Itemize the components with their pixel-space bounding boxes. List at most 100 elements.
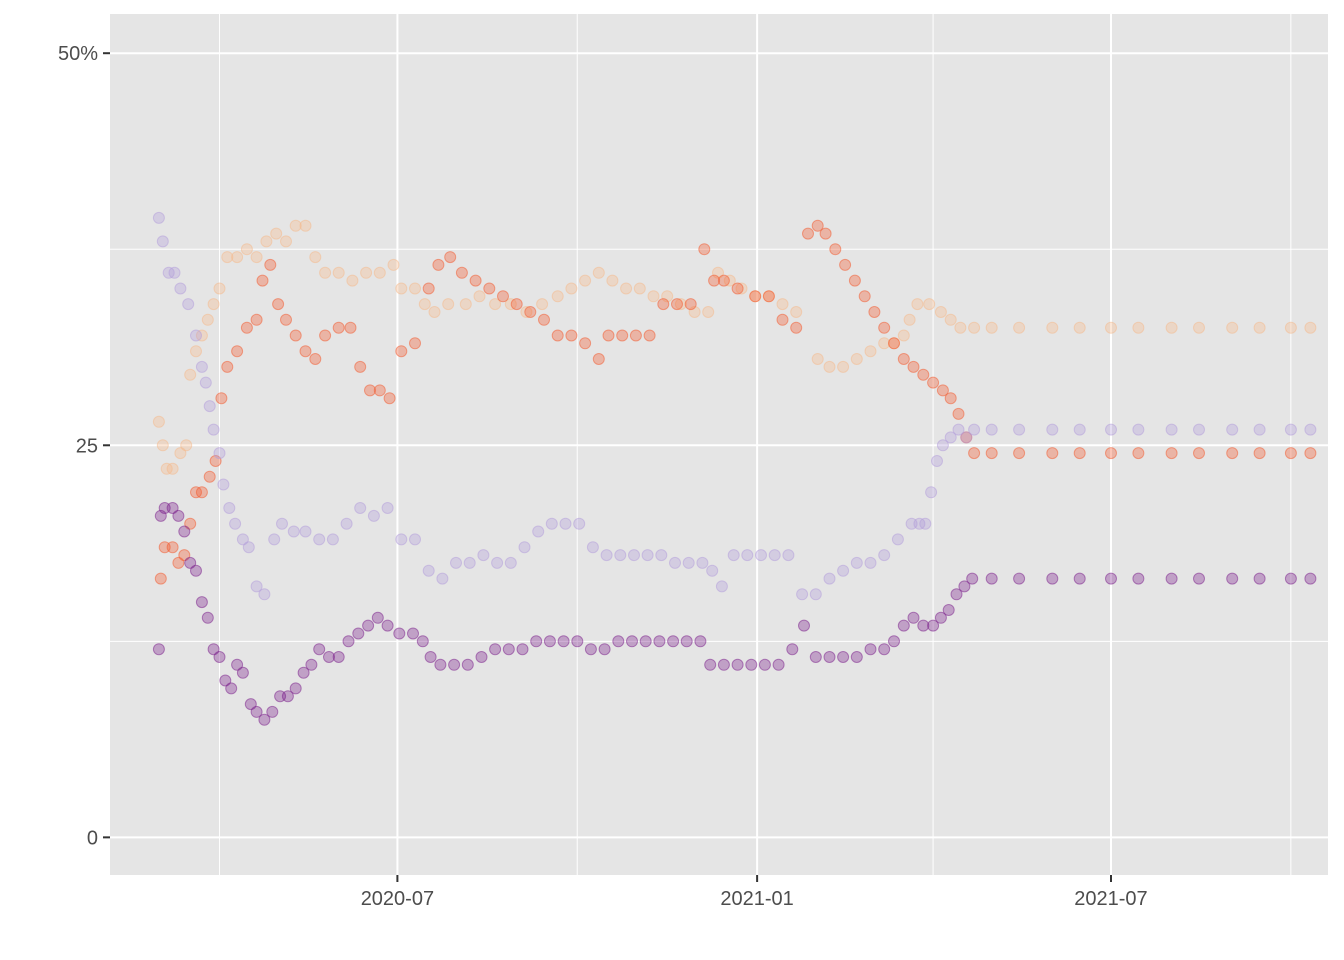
- data-point: [790, 321, 803, 334]
- data-point: [809, 588, 822, 601]
- data-point: [190, 329, 202, 342]
- data-point: [362, 619, 375, 632]
- data-point: [1046, 321, 1059, 334]
- data-point: [436, 572, 449, 585]
- data-point: [250, 580, 263, 593]
- data-point: [848, 274, 861, 287]
- data-point: [1284, 572, 1297, 585]
- data-point: [579, 337, 592, 350]
- data-point: [1105, 321, 1117, 334]
- data-point: [1132, 572, 1145, 585]
- data-point: [518, 541, 531, 554]
- data-point: [428, 306, 441, 318]
- data-point: [954, 321, 967, 334]
- data-point: [195, 486, 208, 499]
- data-point: [694, 635, 707, 648]
- data-point: [272, 298, 285, 311]
- data-point: [154, 572, 167, 585]
- data-point: [864, 556, 877, 569]
- data-point: [620, 282, 633, 295]
- data-point: [463, 556, 476, 569]
- data-point: [819, 227, 832, 240]
- data-point: [868, 306, 881, 318]
- data-point: [287, 525, 300, 538]
- data-point: [968, 321, 981, 334]
- data-point: [258, 588, 271, 601]
- data-point: [923, 298, 936, 311]
- data-point: [559, 517, 572, 530]
- data-point: [936, 384, 949, 397]
- data-point: [657, 298, 670, 311]
- data-point: [326, 533, 339, 546]
- data-point: [1013, 321, 1026, 334]
- data-point: [925, 486, 938, 499]
- data-point: [731, 282, 744, 295]
- data-point: [934, 306, 947, 318]
- data-point: [213, 447, 226, 460]
- data-point: [1073, 321, 1086, 334]
- data-point: [455, 266, 468, 279]
- data-point: [364, 384, 376, 397]
- data-point: [459, 298, 472, 311]
- data-point: [268, 533, 281, 546]
- data-point: [270, 227, 283, 240]
- data-point: [1193, 423, 1205, 436]
- data-point: [256, 274, 269, 287]
- data-point: [258, 713, 271, 726]
- data-point: [174, 282, 187, 295]
- data-point: [1253, 447, 1266, 460]
- data-point: [520, 306, 533, 318]
- data-point: [367, 509, 380, 522]
- data-point: [776, 298, 789, 311]
- data-point: [1073, 447, 1086, 460]
- data-point: [156, 439, 169, 452]
- data-point: [850, 556, 863, 569]
- data-point: [1132, 447, 1145, 460]
- data-point: [530, 635, 543, 648]
- data-point: [236, 666, 249, 679]
- data-point: [242, 541, 255, 554]
- data-point: [811, 219, 824, 232]
- data-point: [891, 533, 904, 546]
- series-points: [154, 219, 1317, 585]
- data-point: [489, 298, 502, 311]
- data-point: [309, 251, 322, 264]
- data-point: [878, 643, 891, 656]
- y-axis: 0 25 50%: [58, 43, 110, 849]
- data-point: [475, 651, 488, 663]
- data-point: [616, 329, 629, 342]
- data-point: [749, 290, 762, 303]
- data-point: [776, 313, 789, 326]
- data-point: [207, 298, 220, 311]
- data-point: [1013, 447, 1026, 460]
- data-point: [888, 337, 900, 350]
- data-point: [250, 313, 263, 326]
- data-point: [823, 651, 836, 663]
- data-point: [629, 329, 642, 342]
- data-point: [600, 549, 613, 562]
- data-point: [152, 211, 165, 224]
- data-point: [346, 274, 359, 287]
- data-point: [319, 329, 332, 342]
- data-point: [1253, 321, 1266, 334]
- data-point: [450, 556, 462, 569]
- x-axis: 2020-07 2021-01 2021-07: [361, 875, 1148, 910]
- data-point: [579, 274, 592, 287]
- data-point: [655, 549, 668, 562]
- data-point: [1304, 572, 1317, 585]
- data-point: [381, 502, 394, 514]
- data-point: [1105, 423, 1117, 436]
- data-point: [395, 345, 408, 358]
- data-point: [798, 619, 810, 632]
- data-point: [919, 517, 932, 530]
- data-point: [878, 321, 891, 334]
- data-point: [684, 298, 697, 311]
- data-point: [674, 298, 687, 311]
- data-point: [213, 282, 226, 295]
- data-point: [944, 431, 957, 444]
- data-point: [907, 611, 920, 624]
- data-point: [735, 282, 748, 295]
- data-point: [786, 643, 799, 656]
- data-point: [727, 549, 740, 562]
